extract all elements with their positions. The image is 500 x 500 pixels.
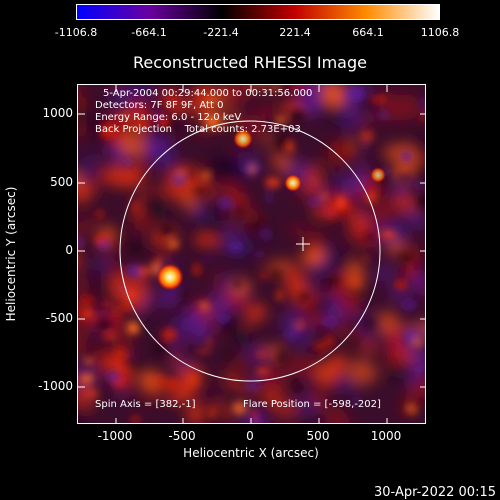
spin-axis-label: Spin Axis = [382,-1] [95, 399, 196, 410]
y-tick-label: 1000 [42, 106, 73, 120]
y-tick-label: -1000 [38, 379, 73, 393]
render-timestamp: 30-Apr-2022 00:15 [374, 485, 496, 500]
colorbar-tick-label: 221.4 [279, 26, 311, 39]
x-axis-label: Heliocentric X (arcsec) [183, 446, 319, 460]
x-tick-label: -1000 [97, 429, 133, 443]
y-axis-label: Heliocentric Y (arcsec) [4, 186, 18, 322]
y-tick-label: 0 [65, 243, 73, 257]
solar-limb [119, 120, 381, 382]
detectors-label: Detectors: 7F 8F 9F, Att 0 [95, 100, 224, 111]
method-counts-label: Back Projection Total counts: 2.73E+03 [95, 124, 301, 135]
colorbar-tick-label: -221.4 [203, 26, 239, 39]
flare-source [156, 263, 184, 291]
x-tick-label: 1000 [370, 429, 402, 443]
colorbar-tick-label: -1106.8 [54, 26, 98, 39]
colorbar-tick-label: -664.1 [131, 26, 167, 39]
colorbar-tick-label: 664.1 [352, 26, 384, 39]
energy-range-label: Energy Range: 6.0 - 12.0 keV [95, 112, 242, 123]
flare-position-label: Flare Position = [-598,-202] [243, 399, 381, 410]
y-tick-label: 500 [50, 175, 73, 189]
reconstructed-image [78, 85, 425, 423]
plot-title: Reconstructed RHESSI Image [133, 53, 367, 72]
colorbar [76, 4, 440, 20]
time-range-label: 5-Apr-2004 00:29:44.000 to 00:31:56.000 [103, 88, 313, 99]
x-tick-label: -500 [168, 429, 196, 443]
rhessi-image-plot [77, 84, 426, 424]
x-tick-label: 0 [246, 429, 254, 443]
colorbar-tick-label: 1106.8 [420, 26, 460, 39]
spin-axis-marker [296, 237, 310, 251]
x-tick-label: 500 [306, 429, 330, 443]
y-tick-label: -500 [45, 311, 73, 325]
